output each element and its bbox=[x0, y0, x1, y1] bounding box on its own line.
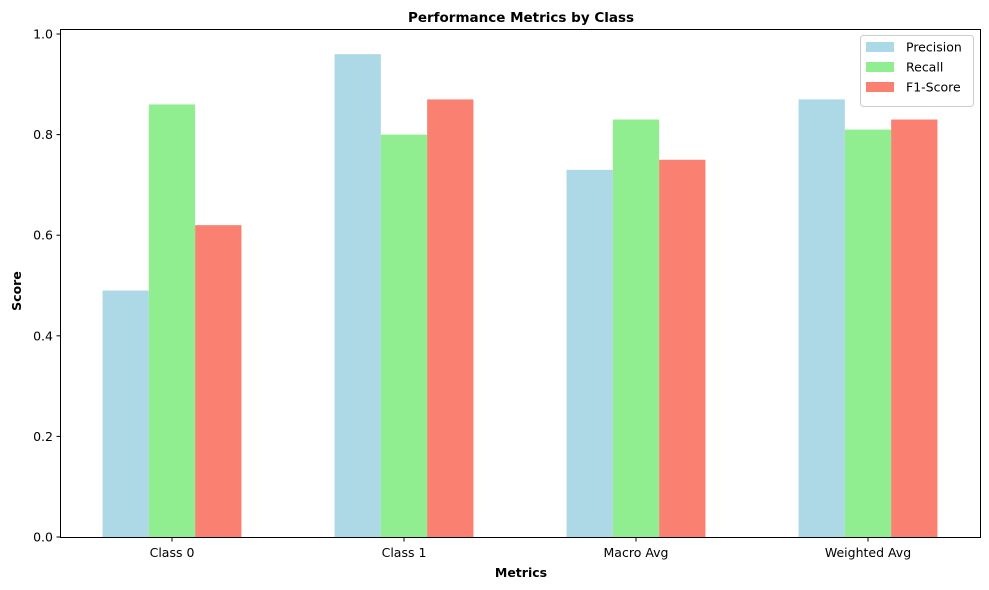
x-tick-label: Weighted Avg bbox=[825, 545, 911, 560]
x-axis: Class 0 Class 1 Macro Avg Weighted Avg bbox=[150, 537, 911, 560]
x-tick-label: Class 0 bbox=[150, 545, 195, 560]
y-axis-label: Score bbox=[9, 271, 24, 311]
legend-swatch-f1-score bbox=[866, 82, 894, 92]
axes-layer bbox=[60, 29, 981, 538]
bar-f1-score-macro-avg bbox=[659, 159, 706, 537]
x-axis-label: Metrics bbox=[495, 565, 547, 580]
y-tick-label: 0.6 bbox=[33, 228, 53, 243]
legend-label-precision: Precision bbox=[906, 40, 962, 55]
legend: Precision Recall F1-Score bbox=[860, 35, 974, 107]
bar-precision-weighted-avg bbox=[798, 99, 845, 537]
y-tick-label: 0.8 bbox=[33, 127, 53, 142]
bars-layer bbox=[102, 54, 938, 537]
x-tick-label: Macro Avg bbox=[604, 545, 669, 560]
bar-precision-class-0 bbox=[102, 290, 149, 537]
y-tick-label: 0.4 bbox=[33, 328, 53, 343]
chart-title: Performance Metrics by Class bbox=[408, 10, 634, 26]
bar-recall-class-0 bbox=[148, 104, 196, 537]
x-tick-label: Class 1 bbox=[382, 545, 427, 560]
legend-swatch-precision bbox=[866, 42, 894, 52]
y-tick-label: 1.0 bbox=[33, 27, 53, 42]
bar-precision-class-1 bbox=[334, 54, 381, 537]
bar-recall-weighted-avg bbox=[844, 129, 892, 537]
bar-f1-score-weighted-avg bbox=[891, 119, 938, 537]
y-axis: 0.0 0.2 0.4 0.6 0.8 1.0 bbox=[33, 27, 61, 545]
bar-precision-macro-avg bbox=[566, 169, 613, 537]
bar-f1-score-class-0 bbox=[195, 225, 242, 537]
legend-label-recall: Recall bbox=[906, 60, 943, 75]
plot-frame bbox=[60, 29, 981, 538]
legend-label-f1-score: F1-Score bbox=[906, 80, 961, 95]
bar-recall-class-1 bbox=[380, 134, 428, 537]
y-tick-label: 0.2 bbox=[33, 429, 53, 444]
bar-f1-score-class-1 bbox=[427, 99, 474, 537]
bar-recall-macro-avg bbox=[612, 119, 660, 537]
y-tick-label: 0.0 bbox=[33, 530, 53, 545]
legend-swatch-recall bbox=[866, 62, 894, 72]
